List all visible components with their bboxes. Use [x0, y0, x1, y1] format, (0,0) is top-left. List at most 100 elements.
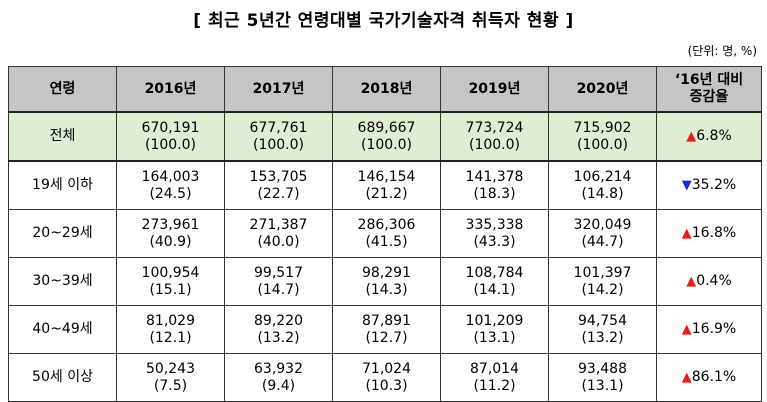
value-cell: 689,667 (100.0): [332, 111, 441, 162]
count-value: 689,667: [357, 119, 416, 136]
header-row: 연령 2016년 2017년 2018년 2019년 2020년 ‘16년 대비…: [8, 66, 762, 113]
value-cell: 271,387 (40.0): [224, 209, 333, 258]
count-value: 93,488: [578, 360, 627, 377]
down-triangle-icon: ▼: [681, 178, 692, 193]
value-cell: 320,049 (44.7): [548, 209, 657, 258]
value-cell: 63,932 (9.4): [224, 353, 333, 402]
percent-value: (21.2): [365, 185, 408, 202]
table-row: 20~29세 273,961 (40.9) 271,387 (40.0) 286,306(…: [8, 209, 762, 258]
value-cell: 286,306 (41.5): [332, 209, 441, 258]
percent-value: (13.2): [581, 329, 624, 346]
value-cell: 146,154 (21.2): [332, 160, 441, 210]
count-value: 146,154: [357, 168, 416, 185]
age-group-table: 연령 2016년 2017년 2018년 2019년 2020년 ‘16년 대비…: [8, 66, 762, 402]
percent-value: (100.0): [144, 136, 196, 153]
unit-note: (단위: 명, %): [687, 44, 757, 58]
header-2018: 2018년: [332, 66, 441, 113]
count-value: 141,378: [465, 168, 524, 185]
percent-value: (7.5): [153, 377, 188, 394]
change-rate-cell: ▲6.8%: [656, 111, 762, 162]
change-rate-cell: ▲0.4%: [656, 257, 762, 306]
row-label: 20~29세: [8, 209, 117, 258]
percent-value: (40.0): [257, 233, 300, 250]
header-change-rate: ‘16년 대비 증감율: [656, 66, 762, 113]
percent-value: (100.0): [252, 136, 304, 153]
count-value: 108,784: [465, 264, 524, 281]
percent-value: (41.5): [365, 233, 408, 250]
header-age: 연령: [8, 66, 117, 113]
percent-value: (13.1): [581, 377, 624, 394]
change-rate-value: 16.8%: [691, 225, 737, 241]
change-rate-cell: ▲16.9%: [656, 305, 762, 354]
count-value: 106,214: [573, 168, 632, 185]
percent-value: (24.5): [149, 185, 192, 202]
row-label: 50세 이상: [8, 353, 117, 402]
count-value: 164,003: [141, 168, 200, 185]
percent-value: (100.0): [468, 136, 520, 153]
percent-value: (100.0): [360, 136, 412, 153]
percent-value: (100.0): [576, 136, 628, 153]
row-label: 30~39세: [8, 257, 117, 306]
count-value: 677,761: [249, 119, 308, 136]
change-rate-value: 6.8%: [696, 128, 732, 144]
count-value: 81,029: [146, 312, 195, 329]
change-rate-value: 0.4%: [696, 273, 732, 289]
up-triangle-icon: ▲: [686, 274, 697, 289]
count-value: 99,517: [254, 264, 303, 281]
percent-value: (9.4): [261, 377, 296, 394]
value-cell: 89,220 (13.2): [224, 305, 333, 354]
value-cell: 101,209 (13.1): [440, 305, 549, 354]
value-cell: 670,191 (100.0): [116, 111, 225, 162]
percent-value: (14.7): [257, 281, 300, 298]
value-cell: 773,724 (100.0): [440, 111, 549, 162]
count-value: 773,724: [465, 119, 524, 136]
change-rate-value: 35.2%: [691, 177, 737, 193]
count-value: 50,243: [146, 360, 195, 377]
percent-value: (15.1): [149, 281, 192, 298]
count-value: 153,705: [249, 168, 308, 185]
value-cell: 273,961 (40.9): [116, 209, 225, 258]
percent-value: (11.2): [473, 377, 516, 394]
change-rate-cell: ▼35.2%: [656, 160, 762, 210]
up-triangle-icon: ▲: [681, 322, 692, 337]
percent-value: (13.2): [257, 329, 300, 346]
percent-value: (18.3): [473, 185, 516, 202]
table-row: 전체 670,191 (100.0) 677,761 (100.0) 689,667 (10…: [8, 111, 762, 162]
value-cell: 50,243 (7.5): [116, 353, 225, 402]
count-value: 715,902: [573, 119, 632, 136]
count-value: 63,932: [254, 360, 303, 377]
percent-value: (14.1): [473, 281, 516, 298]
value-cell: 81,029 (12.1): [116, 305, 225, 354]
table-title: [ 최근 5년간 연령대별 국가기술자격 취득자 현황 ]: [193, 11, 574, 31]
table-row: 40~49세 81,029 (12.1) 89,220 (13.2) 87,891 (12.…: [8, 305, 762, 354]
count-value: 98,291: [362, 264, 411, 281]
value-cell: 106,214 (14.8): [548, 160, 657, 210]
value-cell: 164,003 (24.5): [116, 160, 225, 210]
count-value: 273,961: [141, 216, 200, 233]
percent-value: (10.3): [365, 377, 408, 394]
header-2019: 2019년: [440, 66, 549, 113]
value-cell: 87,891 (12.7): [332, 305, 441, 354]
percent-value: (13.1): [473, 329, 516, 346]
percent-value: (14.2): [581, 281, 624, 298]
header-2020: 2020년: [548, 66, 657, 113]
count-value: 271,387: [249, 216, 308, 233]
table-row: 19세 이하 164,003 (24.5) 153,705 (22.7) 146,154(…: [8, 160, 762, 210]
percent-value: (43.3): [473, 233, 516, 250]
table-row: 50세 이상 50,243 (7.5) 63,932 (9.4) 71,024 (10.3)…: [8, 353, 762, 402]
header-change-rate-line1: ‘16년 대비: [674, 72, 744, 88]
count-value: 101,397: [573, 264, 632, 281]
count-value: 71,024: [362, 360, 411, 377]
header-change-rate-line2: 증감율: [689, 89, 729, 105]
row-label: 전체: [8, 111, 117, 162]
header-2016: 2016년: [116, 66, 225, 113]
percent-value: (22.7): [257, 185, 300, 202]
count-value: 87,014: [470, 360, 519, 377]
change-rate-value: 86.1%: [691, 369, 737, 385]
value-cell: 153,705 (22.7): [224, 160, 333, 210]
count-value: 320,049: [573, 216, 632, 233]
count-value: 94,754: [578, 312, 627, 329]
percent-value: (40.9): [149, 233, 192, 250]
change-rate-cell: ▲16.8%: [656, 209, 762, 258]
value-cell: 141,378 (18.3): [440, 160, 549, 210]
